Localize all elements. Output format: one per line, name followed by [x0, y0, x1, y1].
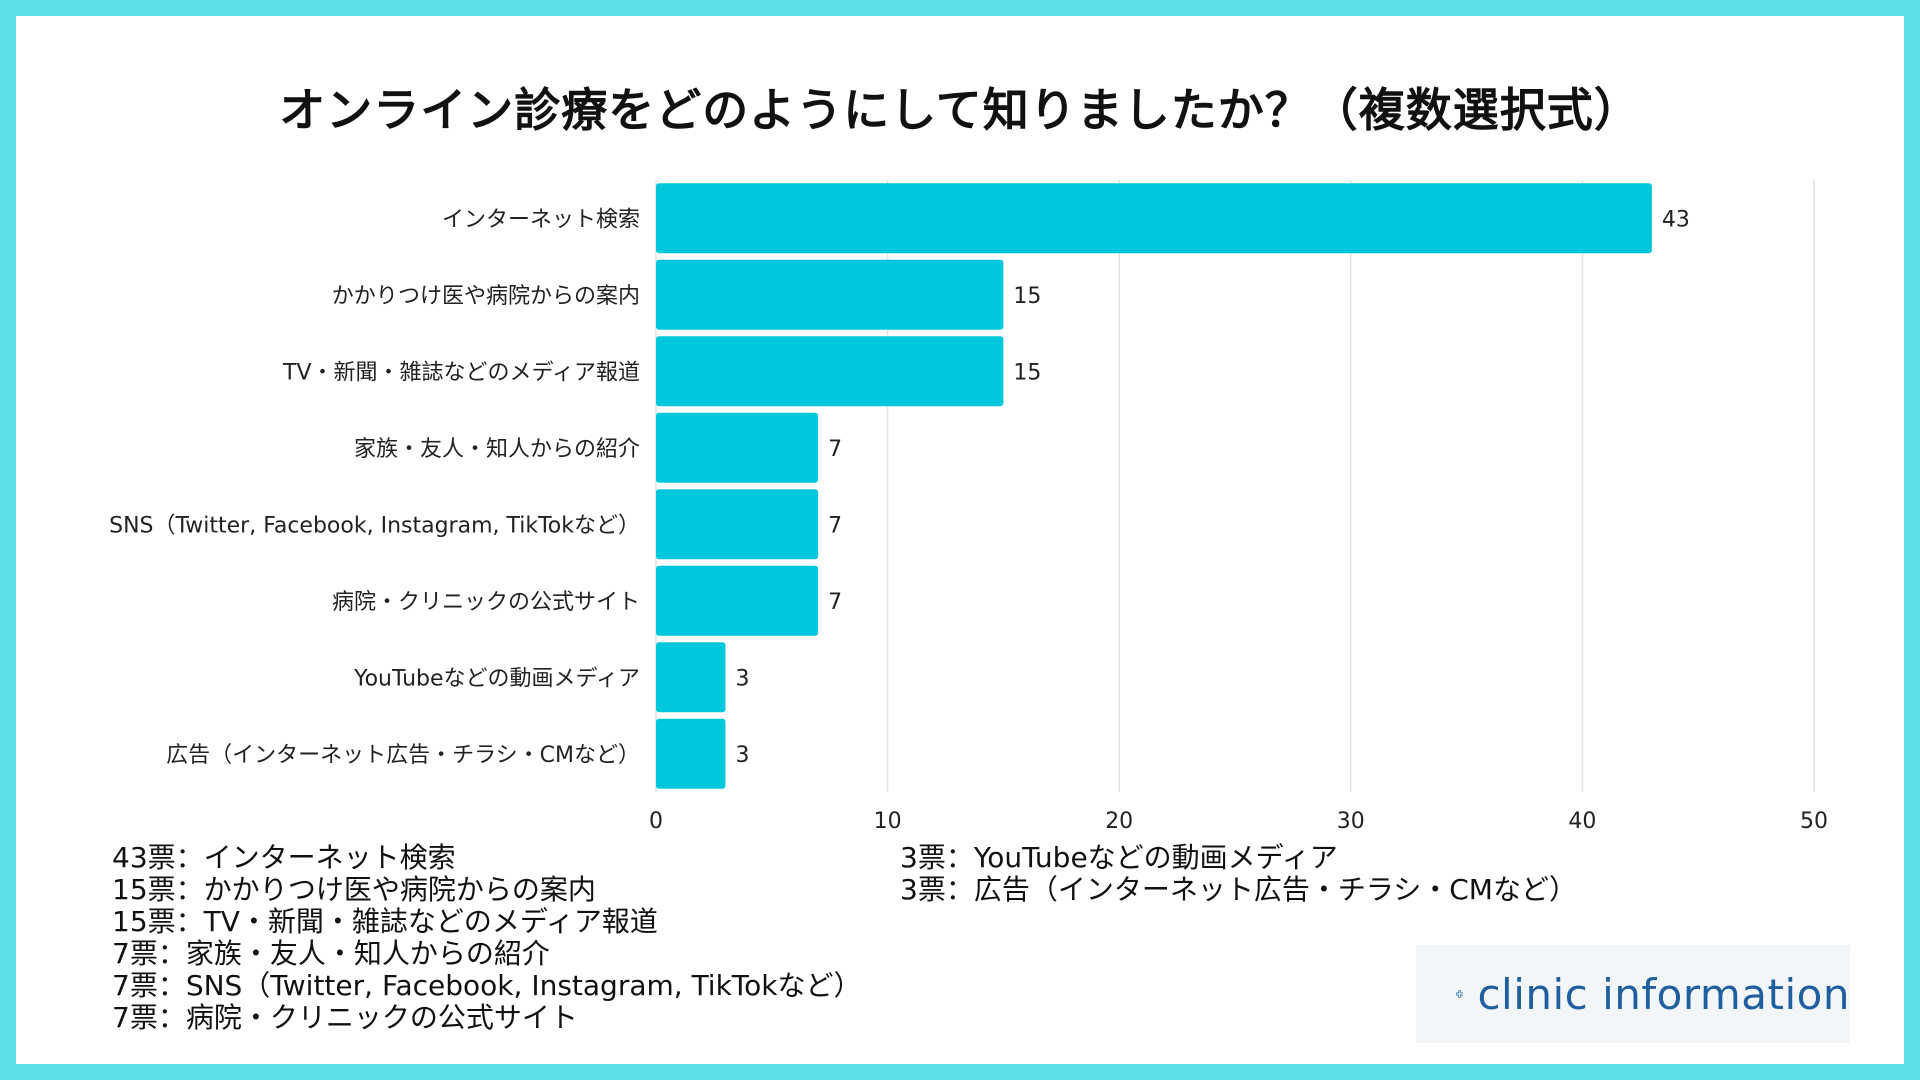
vote-summary-left: 43票：インターネット検索 15票：かかりつけ医や病院からの案内 15票：TV・… [112, 842, 862, 1034]
x-tick-label: 20 [1105, 809, 1133, 834]
x-tick-label: 30 [1337, 809, 1365, 834]
vote-summary-line: 7票：病院・クリニックの公式サイト [112, 1001, 578, 1034]
medical-cross-icon [1456, 990, 1464, 998]
bar [656, 259, 1004, 330]
value-label: 7 [828, 590, 842, 615]
vote-summary-line: 3票：広告（インターネット広告・チラシ・CMなど） [900, 873, 1577, 906]
category-label: YouTubeなどの動画メディア [353, 666, 640, 691]
bar [656, 718, 726, 789]
x-tick-label: 50 [1800, 809, 1828, 834]
vote-summary-line: 7票：SNS（Twitter, Facebook, Instagram, Tik… [112, 969, 862, 1002]
logo-text: clinic information [1477, 969, 1850, 1019]
bar [656, 412, 819, 483]
bar [656, 565, 819, 636]
x-tick-label: 40 [1568, 809, 1596, 834]
category-label: 広告（インターネット広告・チラシ・CMなど） [166, 743, 640, 768]
value-label: 15 [1013, 360, 1041, 385]
value-label: 7 [828, 513, 842, 538]
clinic-information-logo: clinic information [1416, 945, 1850, 1043]
bar [656, 489, 819, 560]
chart-title: オンライン診療をどのようにして知りましたか？（複数選択式） [279, 83, 1641, 137]
vote-summary-line: 43票：インターネット検索 [112, 841, 456, 874]
vote-summary-line: 15票：TV・新聞・雑誌などのメディア報道 [112, 905, 658, 938]
value-label: 15 [1013, 284, 1041, 309]
category-label: 家族・友人・知人からの紹介 [354, 437, 640, 462]
value-label: 43 [1662, 207, 1690, 232]
bar [656, 642, 726, 713]
x-tick-label: 0 [649, 809, 663, 834]
category-label: インターネット検索 [442, 207, 640, 232]
vote-summary-line: 3票：YouTubeなどの動画メディア [900, 841, 1338, 874]
vote-summary-right: 3票：YouTubeなどの動画メディア 3票：広告（インターネット広告・チラシ・… [900, 842, 1577, 906]
category-label: 病院・クリニックの公式サイト [332, 590, 640, 615]
vote-summary-line: 7票：家族・友人・知人からの紹介 [112, 937, 550, 970]
vote-summary-line: 15票：かかりつけ医や病院からの案内 [112, 873, 596, 906]
bar [656, 183, 1652, 254]
value-label: 3 [735, 743, 749, 768]
x-tick-label: 10 [874, 809, 902, 834]
category-label: TV・新聞・雑誌などのメディア報道 [282, 360, 640, 385]
category-label: SNS（Twitter, Facebook, Instagram, TikTok… [109, 513, 640, 538]
value-label: 3 [735, 666, 749, 691]
value-label: 7 [828, 437, 842, 462]
bar [656, 336, 1004, 407]
category-label: かかりつけ医や病院からの案内 [332, 284, 640, 309]
